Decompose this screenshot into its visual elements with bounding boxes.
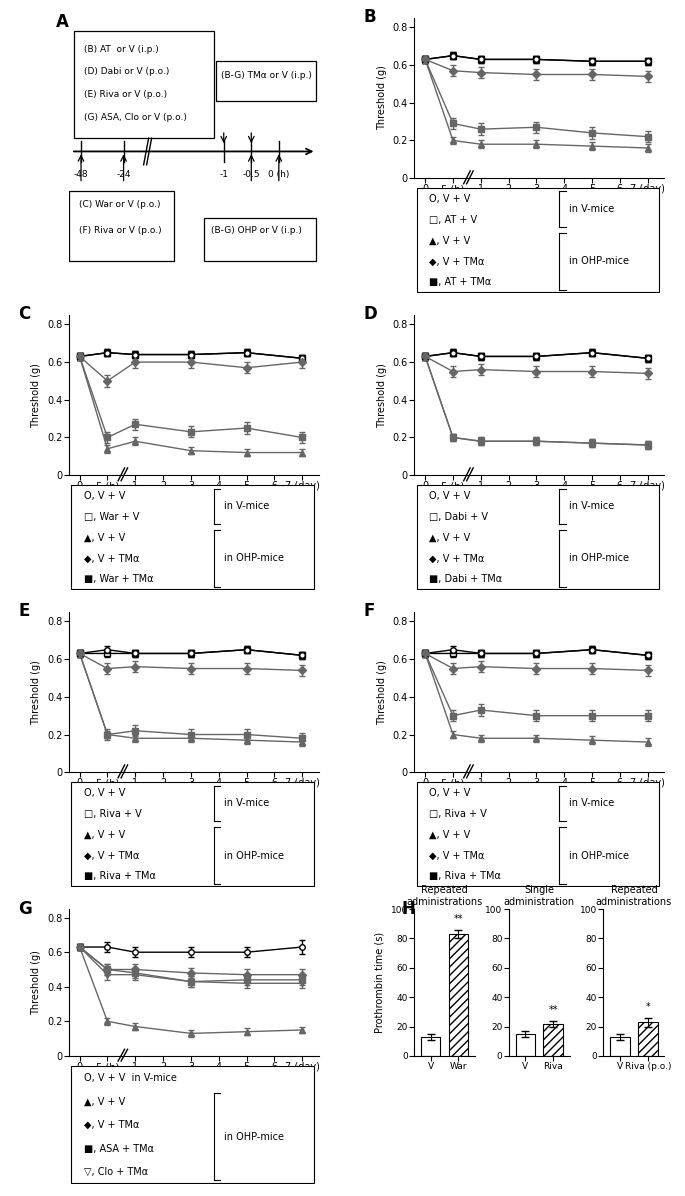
Text: ■, ASA + TMα: ■, ASA + TMα <box>84 1143 153 1154</box>
Text: in OHP-mice: in OHP-mice <box>224 850 284 860</box>
Y-axis label: Threshold (g): Threshold (g) <box>32 362 41 427</box>
Text: G: G <box>18 901 32 919</box>
Text: **: ** <box>453 914 463 923</box>
Text: -0.5: -0.5 <box>242 170 260 179</box>
Text: ▲, V + V: ▲, V + V <box>84 1097 125 1106</box>
Y-axis label: Threshold (g): Threshold (g) <box>377 362 387 427</box>
Text: O, V + V: O, V + V <box>429 492 471 501</box>
Text: -48: -48 <box>74 170 88 179</box>
Text: -1: -1 <box>219 170 228 179</box>
Text: ▲, V + V: ▲, V + V <box>429 236 471 245</box>
Text: in OHP-mice: in OHP-mice <box>224 554 284 563</box>
Y-axis label: Threshold (g): Threshold (g) <box>32 950 41 1015</box>
FancyBboxPatch shape <box>416 188 660 292</box>
Text: H: H <box>402 901 416 919</box>
Text: F: F <box>364 603 375 621</box>
Text: (C) War or V (p.o.): (C) War or V (p.o.) <box>79 200 160 208</box>
Title: Single
administration: Single administration <box>503 885 575 907</box>
Text: □, Riva + V: □, Riva + V <box>84 808 141 819</box>
Text: ◆, V + TMα: ◆, V + TMα <box>429 554 484 563</box>
Text: □, Dabi + V: □, Dabi + V <box>429 512 488 521</box>
Bar <box>543 1024 563 1056</box>
FancyBboxPatch shape <box>203 218 316 261</box>
X-axis label: Time after i.p. OHP injection: Time after i.p. OHP injection <box>125 498 262 507</box>
Text: in V-mice: in V-mice <box>569 501 614 512</box>
Text: E: E <box>18 603 29 621</box>
Text: ■, Riva + TMα: ■, Riva + TMα <box>429 872 501 881</box>
Bar <box>421 1037 440 1056</box>
Y-axis label: Prothrombin time (s): Prothrombin time (s) <box>375 932 385 1033</box>
Text: (B-G) TMα or V (i.p.): (B-G) TMα or V (i.p.) <box>221 72 312 80</box>
Text: ■, AT + TMα: ■, AT + TMα <box>429 277 491 287</box>
Text: A: A <box>56 13 69 31</box>
X-axis label: Time after i.p. OHP injection: Time after i.p. OHP injection <box>471 200 608 210</box>
Text: ◆, V + TMα: ◆, V + TMα <box>84 1121 139 1130</box>
FancyBboxPatch shape <box>71 486 314 588</box>
Text: ◆, V + TMα: ◆, V + TMα <box>429 850 484 860</box>
X-axis label: Time after i.p. OHP injection: Time after i.p. OHP injection <box>471 498 608 507</box>
X-axis label: Time after i.p. OHP injection: Time after i.p. OHP injection <box>471 794 608 804</box>
Text: ▲, V + V: ▲, V + V <box>84 830 125 840</box>
FancyBboxPatch shape <box>71 782 314 886</box>
Bar <box>610 1037 630 1056</box>
Text: (B) AT  or V (i.p.): (B) AT or V (i.p.) <box>84 44 158 54</box>
Title: Repeated
administrations: Repeated administrations <box>406 885 483 907</box>
Text: in OHP-mice: in OHP-mice <box>569 850 630 860</box>
Text: 0 (h): 0 (h) <box>268 170 290 179</box>
Y-axis label: Threshold (g): Threshold (g) <box>377 660 387 725</box>
Text: O, V + V: O, V + V <box>429 788 471 798</box>
Bar <box>449 934 468 1056</box>
Text: in OHP-mice: in OHP-mice <box>224 1131 284 1142</box>
Bar <box>516 1033 535 1056</box>
FancyBboxPatch shape <box>71 1067 314 1183</box>
Text: in V-mice: in V-mice <box>224 501 269 512</box>
Text: D: D <box>364 305 377 323</box>
Text: ▽, Clo + TMα: ▽, Clo + TMα <box>84 1167 148 1177</box>
Text: in OHP-mice: in OHP-mice <box>569 256 630 267</box>
Text: (D) Dabi or V (p.o.): (D) Dabi or V (p.o.) <box>84 67 169 77</box>
Text: O, V + V: O, V + V <box>84 492 125 501</box>
Text: ■, Dabi + TMα: ■, Dabi + TMα <box>429 574 502 585</box>
Text: in V-mice: in V-mice <box>224 799 269 808</box>
FancyBboxPatch shape <box>216 61 316 100</box>
Text: ▲, V + V: ▲, V + V <box>429 532 471 543</box>
Text: (E) Riva or V (p.o.): (E) Riva or V (p.o.) <box>84 90 166 99</box>
Y-axis label: Threshold (g): Threshold (g) <box>32 660 41 725</box>
Text: (B-G) OHP or V (i.p.): (B-G) OHP or V (i.p.) <box>211 226 302 236</box>
Text: ◆, V + TMα: ◆, V + TMα <box>84 850 139 860</box>
FancyBboxPatch shape <box>416 486 660 588</box>
Text: ◆, V + TMα: ◆, V + TMα <box>84 554 139 563</box>
Text: B: B <box>364 8 377 26</box>
Text: ▲, V + V: ▲, V + V <box>84 532 125 543</box>
Text: -24: -24 <box>116 170 131 179</box>
Text: C: C <box>18 305 31 323</box>
Text: in V-mice: in V-mice <box>569 799 614 808</box>
Text: O, V + V: O, V + V <box>84 788 125 798</box>
FancyBboxPatch shape <box>73 31 214 138</box>
FancyBboxPatch shape <box>68 191 174 261</box>
Text: O, V + V: O, V + V <box>429 194 471 205</box>
Text: *: * <box>645 1002 650 1012</box>
X-axis label: Time after i.p. OHP injection: Time after i.p. OHP injection <box>125 794 262 804</box>
Text: in OHP-mice: in OHP-mice <box>569 554 630 563</box>
Text: □, AT + V: □, AT + V <box>429 215 477 225</box>
Y-axis label: Threshold (g): Threshold (g) <box>377 66 387 130</box>
Text: (F) Riva or V (p.o.): (F) Riva or V (p.o.) <box>79 226 161 236</box>
Text: ■, War + TMα: ■, War + TMα <box>84 574 153 585</box>
Text: ▲, V + V: ▲, V + V <box>429 830 471 840</box>
Text: in V-mice: in V-mice <box>569 205 614 214</box>
Text: □, War + V: □, War + V <box>84 512 139 521</box>
Text: □, Riva + V: □, Riva + V <box>429 808 487 819</box>
X-axis label: Time after i.p. OHP injection: Time after i.p. OHP injection <box>125 1078 262 1087</box>
Text: ■, Riva + TMα: ■, Riva + TMα <box>84 872 155 881</box>
FancyBboxPatch shape <box>416 782 660 886</box>
Text: O, V + V  in V-mice: O, V + V in V-mice <box>84 1073 177 1084</box>
Title: Repeated
administrations: Repeated administrations <box>596 885 672 907</box>
Text: **: ** <box>549 1005 558 1014</box>
Text: (G) ASA, Clo or V (p.o.): (G) ASA, Clo or V (p.o.) <box>84 112 186 122</box>
Text: ◆, V + TMα: ◆, V + TMα <box>429 256 484 267</box>
Bar <box>638 1023 658 1056</box>
